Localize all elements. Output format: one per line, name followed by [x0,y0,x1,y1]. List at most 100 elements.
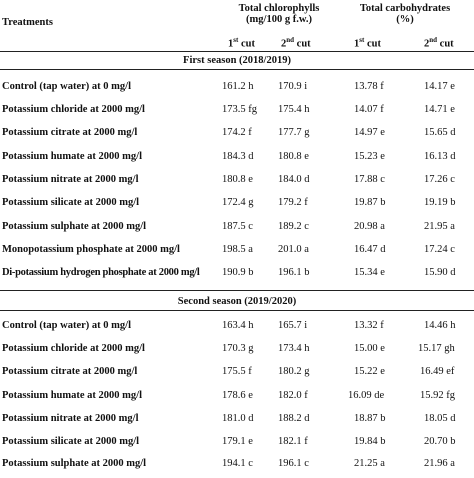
chlorophylls-unit: (mg/100 g f.w.) [246,14,312,25]
chl-cut2-value: 179.2 f [278,197,308,208]
chl-cut2-value: 173.4 h [278,343,310,354]
carb-cut2-value: 18.05 d [424,413,456,424]
chl-cut2-value: 177.7 g [278,127,310,138]
chl-cut1-value: 179.1 e [222,436,253,447]
table-row: Potassium sulphate at 2000 mg/l 187.5 c … [0,221,474,241]
chl-cut1-value: 180.8 e [222,174,253,185]
chlorophylls-header: Total chlorophylls (mg/100 g f.w.) [218,3,340,25]
table-row: Potassium sulphate at 2000 mg/l 194.1 c … [0,458,474,478]
chl-cut1-value: 194.1 c [222,458,253,469]
carb-cut2-value: 14.46 h [424,320,456,331]
chl-cut2-value: 165.7 i [278,320,308,331]
table-row: Potassium citrate at 2000 mg/l 174.2 f 1… [0,127,474,147]
chl-cut1-value: 178.6 e [222,390,253,401]
treatment-name: Potassium humate at 2000 mg/l [2,151,142,162]
treatment-name: Control (tap water) at 0 mg/l [2,81,131,92]
chl-cut2-value: 184.0 d [278,174,310,185]
chl-cut1-value: 173.5 fg [222,104,257,115]
carb-cut2-value: 15.17 gh [418,343,455,354]
chl-cut1-value: 175.5 f [222,366,252,377]
season-rule-second-top [0,290,474,291]
carb-cut1-value: 15.23 e [354,151,385,162]
chl-cut1-value: 174.2 f [222,127,252,138]
carb-cut1-value: 18.87 b [354,413,386,424]
carbohydrates-unit: (%) [396,14,414,25]
chl-cut2-value: 180.8 e [278,151,309,162]
treatment-name: Potassium citrate at 2000 mg/l [2,127,138,138]
treatment-name: Potassium humate at 2000 mg/l [2,390,142,401]
chl-cut1-value: 172.4 g [222,197,254,208]
carbohydrates-cut2-header: 2nd cut [424,36,454,50]
chl-cut2-value: 189.2 c [278,221,309,232]
chl-cut1-value: 161.2 h [222,81,254,92]
treatment-name: Potassium nitrate at 2000 mg/l [2,413,139,424]
table-row: Potassium nitrate at 2000 mg/l 180.8 e 1… [0,174,474,194]
chl-cut2-value: 175.4 h [278,104,310,115]
chl-cut2-value: 170.9 i [278,81,308,92]
carb-cut1-value: 13.32 f [354,320,384,331]
table-row: Potassium humate at 2000 mg/l 178.6 e 18… [0,390,474,410]
carb-cut1-value: 20.98 a [354,221,385,232]
treatment-name: Potassium sulphate at 2000 mg/l [2,221,147,232]
chl-cut2-value: 188.2 d [278,413,310,424]
carb-cut2-value: 15.92 fg [420,390,455,401]
chlorophylls-cut2-header: 2nd cut [281,36,311,50]
carb-cut2-value: 15.90 d [424,267,456,278]
carb-cut2-value: 16.49 ef [420,366,455,377]
carb-cut1-value: 13.78 f [354,81,384,92]
carb-cut1-value: 21.25 a [354,458,385,469]
chlorophylls-cut1-header: 1st cut [228,36,255,50]
carb-cut2-value: 21.96 a [424,458,455,469]
season-rule-second [0,310,474,311]
carb-cut1-value: 15.22 e [354,366,385,377]
carb-cut1-value: 16.09 de [348,390,385,401]
chl-cut2-value: 182.0 f [278,390,308,401]
treatment-name: Potassium nitrate at 2000 mg/l [2,174,139,185]
table-row: Potassium chloride at 2000 mg/l 170.3 g … [0,343,474,363]
table-row: Control (tap water) at 0 mg/l 163.4 h 16… [0,320,474,340]
chl-cut2-value: 180.2 g [278,366,310,377]
chl-cut1-value: 184.3 d [222,151,254,162]
table-row: Potassium humate at 2000 mg/l 184.3 d 18… [0,151,474,171]
chl-cut1-value: 190.9 b [222,267,254,278]
chlorophylls-title: Total chlorophylls [238,3,320,14]
carb-cut1-value: 17.88 c [354,174,385,185]
treatment-name: Potassium chloride at 2000 mg/l [2,343,145,354]
carb-cut2-value: 16.13 d [424,151,456,162]
carb-cut1-value: 19.84 b [354,436,386,447]
carb-cut2-value: 20.70 b [424,436,456,447]
carb-cut2-value: 21.95 a [424,221,455,232]
table-row: Di-potassium hydrogen phosphate at 2000 … [0,267,474,287]
carb-cut2-value: 17.24 c [424,244,455,255]
chl-cut2-value: 201.0 a [278,244,309,255]
carbohydrates-header: Total carbohydrates (%) [340,3,470,25]
table-row: Potassium nitrate at 2000 mg/l 181.0 d 1… [0,413,474,433]
chl-cut1-value: 198.5 a [222,244,253,255]
season-title-second: Second season (2019/2020) [177,296,297,307]
table-row: Potassium silicate at 2000 mg/l 172.4 g … [0,197,474,217]
treatment-name: Di-potassium hydrogen phosphate at 2000 … [2,267,200,278]
treatment-name: Monopotassium phosphate at 2000 mg/l [2,244,180,255]
chl-cut1-value: 181.0 d [222,413,254,424]
table-row: Potassium silicate at 2000 mg/l 179.1 e … [0,436,474,456]
chl-cut1-value: 187.5 c [222,221,253,232]
carb-cut1-value: 15.00 e [354,343,385,354]
carb-cut2-value: 14.71 e [424,104,455,115]
carb-cut2-value: 14.17 e [424,81,455,92]
treatment-name: Potassium chloride at 2000 mg/l [2,104,145,115]
carbohydrates-cut1-header: 1st cut [354,36,381,50]
carb-cut1-value: 16.47 d [354,244,386,255]
season-rule-first [0,69,474,70]
carb-cut1-value: 19.87 b [354,197,386,208]
treatment-name: Control (tap water) at 0 mg/l [2,320,131,331]
chl-cut2-value: 196.1 c [278,458,309,469]
carb-cut1-value: 14.07 f [354,104,384,115]
carbohydrates-title: Total carbohydrates [359,3,451,14]
treatment-name: Potassium silicate at 2000 mg/l [2,197,140,208]
chl-cut1-value: 163.4 h [222,320,254,331]
chl-cut2-value: 182.1 f [278,436,308,447]
table-row: Potassium citrate at 2000 mg/l 175.5 f 1… [0,366,474,386]
treatments-header: Treatments [2,17,53,28]
carb-cut1-value: 14.97 e [354,127,385,138]
